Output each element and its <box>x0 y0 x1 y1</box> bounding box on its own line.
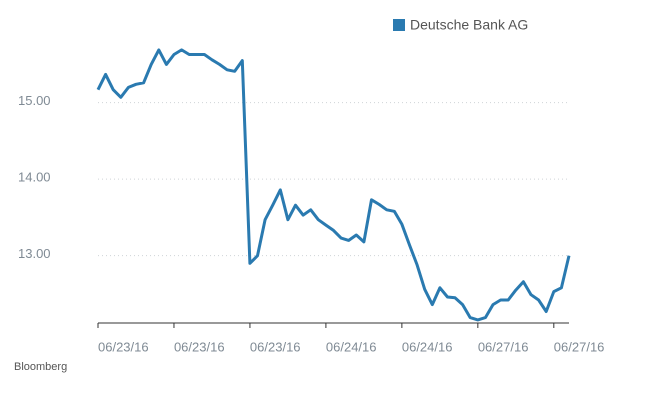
x-tick-label: 06/27/16 <box>554 339 605 354</box>
x-tick-label: 06/24/16 <box>326 339 377 354</box>
y-tick-label: 15.00 <box>18 93 51 108</box>
x-tick-label: 06/23/16 <box>250 339 301 354</box>
x-tick-label: 06/23/16 <box>98 339 149 354</box>
x-tick-label: 06/27/16 <box>478 339 529 354</box>
source: Bloomberg <box>14 361 67 373</box>
x-tick-label: 06/23/16 <box>174 339 225 354</box>
y-tick-label: 13.00 <box>18 246 51 261</box>
legend-swatch <box>393 19 405 31</box>
y-tick-label: 14.00 <box>18 170 51 185</box>
legend-label: Deutsche Bank AG <box>410 17 528 33</box>
x-tick-label: 06/24/16 <box>402 339 453 354</box>
line <box>96 48 571 322</box>
